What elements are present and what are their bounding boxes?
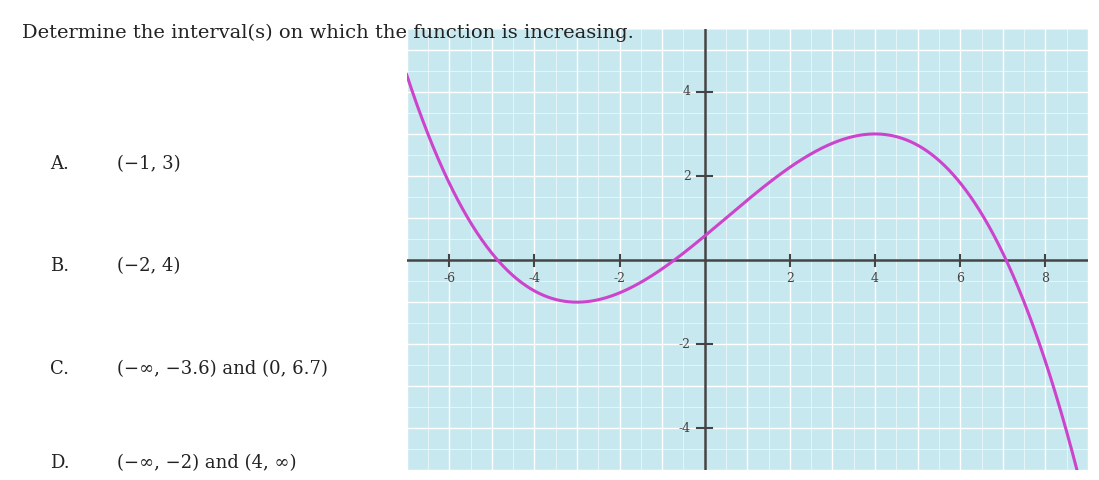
Text: (−∞, −3.6) and (0, 6.7): (−∞, −3.6) and (0, 6.7) — [116, 360, 328, 378]
Text: Determine the interval(s) on which the function is increasing.: Determine the interval(s) on which the f… — [22, 24, 634, 42]
Text: 2: 2 — [682, 169, 690, 182]
Text: B.: B. — [51, 257, 69, 276]
Text: -4: -4 — [529, 272, 541, 285]
Text: -4: -4 — [678, 422, 690, 435]
Text: -2: -2 — [679, 338, 690, 351]
Text: D.: D. — [51, 454, 69, 472]
Text: 2: 2 — [786, 272, 793, 285]
Text: (−∞, −2) and (4, ∞): (−∞, −2) and (4, ∞) — [116, 454, 297, 472]
Text: 4: 4 — [872, 272, 879, 285]
Text: 8: 8 — [1042, 272, 1050, 285]
Text: (−2, 4): (−2, 4) — [116, 257, 180, 276]
Text: A.: A. — [51, 155, 69, 173]
Text: 6: 6 — [956, 272, 964, 285]
Text: 4: 4 — [682, 85, 690, 98]
Text: C.: C. — [51, 360, 69, 378]
Text: (−1, 3): (−1, 3) — [116, 155, 180, 173]
Text: -6: -6 — [443, 272, 455, 285]
Text: -2: -2 — [613, 272, 625, 285]
